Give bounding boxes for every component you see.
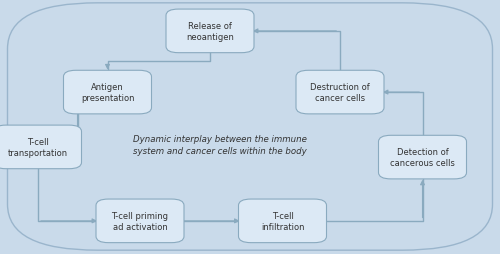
FancyBboxPatch shape: [238, 199, 326, 243]
Text: Detection of
cancerous cells: Detection of cancerous cells: [390, 147, 455, 168]
Text: Dynamic interplay between the immune
system and cancer cells within the body: Dynamic interplay between the immune sys…: [133, 134, 307, 155]
Text: T-cell
infiltration: T-cell infiltration: [261, 211, 304, 231]
Text: Release of
neoantigen: Release of neoantigen: [186, 22, 234, 42]
FancyBboxPatch shape: [166, 10, 254, 54]
FancyBboxPatch shape: [96, 199, 184, 243]
FancyBboxPatch shape: [8, 4, 492, 250]
Text: T-cell priming
ad activation: T-cell priming ad activation: [112, 211, 168, 231]
Text: Antigen
presentation: Antigen presentation: [81, 83, 134, 103]
Text: T-cell
transportation: T-cell transportation: [8, 137, 68, 157]
FancyBboxPatch shape: [296, 71, 384, 114]
FancyBboxPatch shape: [378, 136, 466, 179]
FancyBboxPatch shape: [0, 125, 82, 169]
Text: Destruction of
cancer cells: Destruction of cancer cells: [310, 83, 370, 103]
FancyBboxPatch shape: [64, 71, 152, 114]
